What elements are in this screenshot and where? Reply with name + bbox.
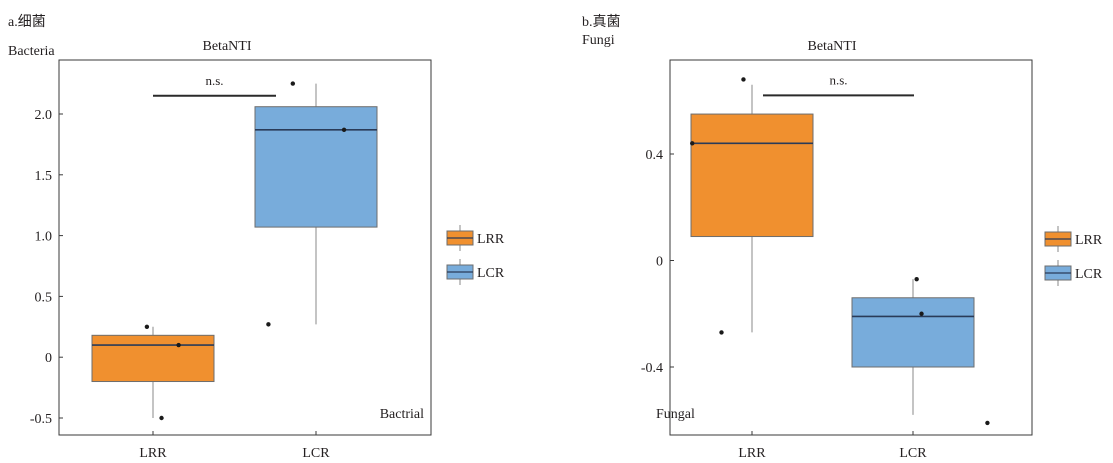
y-tick-label: 0 bbox=[656, 255, 663, 270]
data-point bbox=[144, 324, 150, 329]
box-lcr bbox=[851, 297, 975, 368]
x-tick-label: LCR bbox=[899, 446, 927, 461]
x-tick-label: LRR bbox=[139, 446, 167, 461]
y-tick-label: -0.5 bbox=[30, 412, 52, 427]
data-point bbox=[176, 342, 181, 348]
panel-a-corner-label: Bactrial bbox=[380, 407, 424, 422]
data-point bbox=[985, 420, 990, 426]
panel-b-title: BetaNTI bbox=[808, 39, 857, 54]
data-point bbox=[690, 141, 695, 146]
significance-label: n.s. bbox=[205, 73, 223, 88]
panel-b-group-label: Fungi bbox=[582, 33, 615, 48]
data-point bbox=[341, 127, 347, 133]
chart-a: 2.0 1.5 1.0 0.5 0 -0.5 LRR LCR n.s. LRR LCR bbox=[30, 59, 505, 461]
significance-label: n.s. bbox=[829, 72, 847, 87]
y-tick-label: 1.5 bbox=[35, 169, 53, 184]
data-point bbox=[741, 77, 746, 82]
panel-a-title: BetaNTI bbox=[203, 39, 252, 54]
chart-b: 0.4 0 -0.4 LRR LCR n.s. LRR LCR bbox=[641, 59, 1103, 461]
legend-label: LRR bbox=[477, 232, 505, 247]
y-tick-label: 1.0 bbox=[35, 230, 53, 245]
y-tick-label: 0.4 bbox=[646, 148, 664, 163]
y-tick-label: 2.0 bbox=[35, 108, 53, 123]
data-point bbox=[719, 330, 724, 335]
legend-item-lcr: LCR bbox=[446, 259, 505, 285]
panel-a-label: a.细菌 bbox=[8, 14, 46, 30]
legend-label: LRR bbox=[1075, 233, 1103, 248]
data-point bbox=[919, 311, 924, 316]
legend-label: LCR bbox=[1075, 267, 1103, 282]
legend-item-lrr: LRR bbox=[446, 225, 505, 251]
y-tick-label: 0.5 bbox=[35, 290, 53, 305]
box-lrr bbox=[690, 113, 814, 238]
plot-frame bbox=[58, 59, 432, 436]
box-lcr bbox=[254, 106, 378, 228]
data-point bbox=[266, 322, 271, 327]
x-tick-label: LRR bbox=[738, 446, 766, 461]
panel-a-group-label: Bacteria bbox=[8, 44, 55, 59]
data-point bbox=[914, 276, 919, 282]
data-point bbox=[290, 81, 296, 86]
legend-item-lrr: LRR bbox=[1044, 226, 1103, 252]
y-tick-label: 0 bbox=[45, 351, 52, 366]
data-point bbox=[159, 415, 164, 421]
x-tick-label: LCR bbox=[302, 446, 330, 461]
panel-b-label: b.真菌 bbox=[582, 14, 621, 30]
y-tick-label: -0.4 bbox=[641, 361, 663, 376]
legend-label: LCR bbox=[477, 266, 505, 281]
plot-frame bbox=[669, 59, 1033, 436]
legend-item-lcr: LCR bbox=[1044, 260, 1103, 286]
box-lrr bbox=[91, 334, 215, 383]
panel-b-corner-label: Fungal bbox=[656, 407, 695, 422]
